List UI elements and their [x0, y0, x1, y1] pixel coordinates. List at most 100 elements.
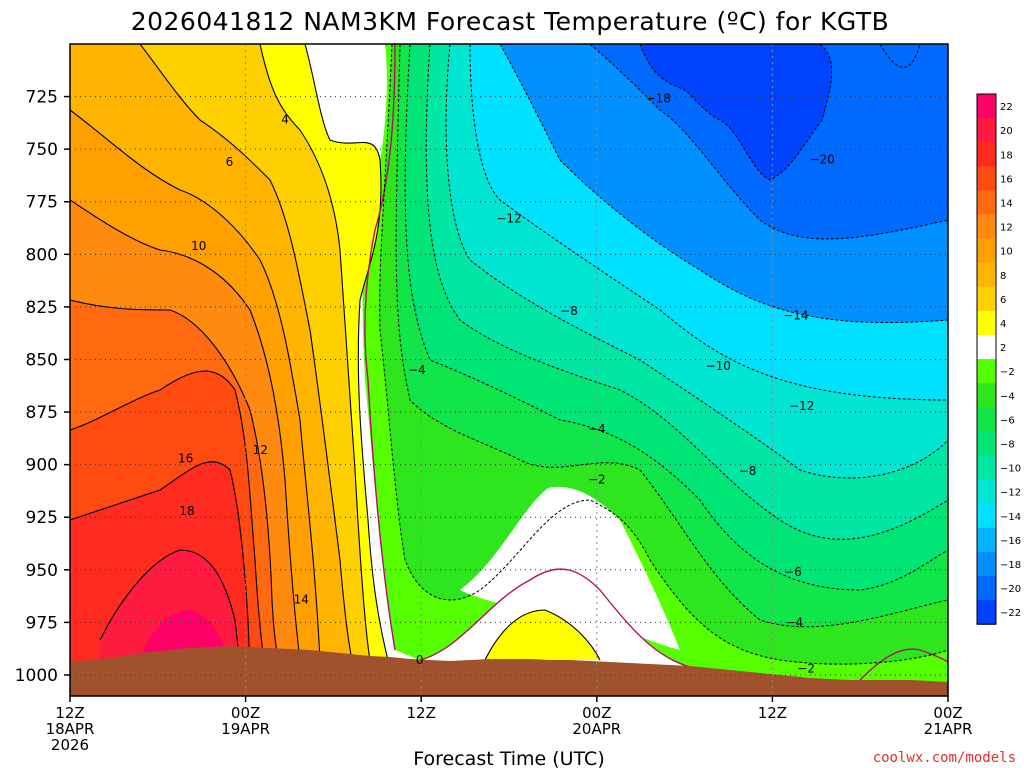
- colorbar-swatch: [977, 310, 996, 336]
- colorbar-swatch: [977, 238, 996, 264]
- colorbar-swatch: [977, 455, 996, 481]
- y-tick-label: 850: [26, 350, 58, 370]
- contour-label: 0: [416, 653, 424, 667]
- x-tick-label: 12Z: [758, 704, 787, 722]
- contour-label: −2: [797, 662, 815, 676]
- x-tick-label: 18APR: [46, 720, 95, 738]
- y-tick-label: 900: [26, 456, 58, 476]
- colorbar-swatch: [977, 527, 996, 553]
- y-tick-label: 725: [26, 88, 58, 108]
- contour-label: −12: [789, 399, 814, 413]
- contour-label: −14: [783, 308, 808, 322]
- colorbar-label: −14: [1000, 512, 1021, 523]
- colorbar: 22 20 18 16 14 12 10 8 6 4 2 −2 −4 −6 −8 −10 −12 −14 −16 −1…: [976, 93, 1021, 625]
- contour-label: 14: [294, 592, 309, 606]
- colorbar-label: 8: [1000, 271, 1006, 282]
- colorbar-label: 14: [1000, 198, 1013, 209]
- chart-title: 2026041812 NAM3KM Forecast Temperature (…: [131, 7, 890, 36]
- y-tick-label: 1000: [15, 666, 58, 686]
- colorbar-swatch: [977, 262, 996, 288]
- colorbar-swatch: [977, 407, 996, 432]
- colorbar-swatch: [977, 576, 996, 601]
- plot-frame: [69, 43, 949, 697]
- y-tick-label: 925: [26, 508, 58, 528]
- colorbar-swatch: [977, 600, 996, 625]
- contour-label: −10: [706, 359, 731, 373]
- colorbar-label: −18: [1000, 560, 1021, 571]
- x-tick-label: 20APR: [572, 720, 621, 738]
- contour-label: −8: [560, 304, 578, 318]
- colorbar-swatch: [977, 383, 996, 408]
- contour-label: −6: [784, 565, 802, 579]
- colorbar-label: −2: [1000, 367, 1015, 378]
- contour-labels: 4 6 10 12 14 16 18 0 −4 −4 −2 −8 −12 −18 −10 −8 −6 −4 −2 −1…: [178, 92, 835, 676]
- colorbar-swatch: [977, 190, 996, 215]
- x-tick-label: 12Z: [407, 704, 436, 722]
- contour-label: −12: [496, 212, 521, 226]
- colorbar-swatch: [977, 335, 996, 360]
- colorbar-label: 2: [1000, 343, 1006, 354]
- colorbar-label: 10: [1000, 247, 1013, 258]
- colorbar-label: 22: [1000, 102, 1013, 113]
- colorbar-swatch: [977, 479, 996, 505]
- contour-label: 10: [191, 239, 206, 253]
- colorbar-label: −20: [1000, 584, 1021, 595]
- colorbar-label: −6: [1000, 415, 1015, 426]
- contour-label: 4: [281, 113, 289, 127]
- colorbar-label: −22: [1000, 608, 1021, 619]
- contour-label: −18: [646, 92, 671, 106]
- colorbar-label: 16: [1000, 174, 1013, 185]
- y-tick-label: 775: [26, 193, 58, 213]
- contour-label: 12: [253, 443, 268, 457]
- contour-label: −20: [809, 153, 834, 167]
- colorbar-label: −8: [1000, 439, 1015, 450]
- x-tick-label: 00Z: [933, 704, 962, 722]
- colorbar-label: 4: [1000, 319, 1006, 330]
- credit-text: coolwx.com/models: [873, 750, 1016, 766]
- y-tick-label: 750: [26, 140, 58, 160]
- colorbar-label: −4: [1000, 391, 1015, 402]
- colorbar-swatch: [977, 503, 996, 529]
- contour-label: −4: [408, 363, 426, 377]
- contour-label: 6: [226, 155, 234, 169]
- y-tick-label: 875: [26, 403, 58, 423]
- colorbar-swatch: [977, 166, 996, 191]
- plot-area: [70, 44, 948, 696]
- colorbar-swatch: [977, 431, 996, 456]
- colorbar-label: 6: [1000, 295, 1006, 306]
- terrain-ground: [70, 646, 948, 696]
- colorbar-label: −16: [1000, 536, 1021, 547]
- contour-label: −4: [588, 422, 606, 436]
- colorbar-swatch: [977, 214, 996, 240]
- contour-label: −4: [785, 615, 803, 629]
- colorbar-label: 20: [1000, 126, 1013, 137]
- colorbar-label: −12: [1000, 488, 1021, 499]
- x-tick-label: 21APR: [924, 720, 973, 738]
- y-axis: 725 750 775 800 825 850 875 900 925 950 975 1000: [15, 88, 70, 686]
- colorbar-label: 18: [1000, 150, 1013, 161]
- colorbar-swatch: [977, 359, 996, 384]
- x-tick-label: 00Z: [582, 704, 611, 722]
- contour-label: 16: [178, 451, 193, 465]
- colorbar-swatch: [977, 286, 996, 312]
- colorbar-label: −10: [1000, 464, 1021, 475]
- contour-label: −8: [739, 464, 757, 478]
- y-tick-label: 950: [26, 561, 58, 581]
- colorbar-frame: [976, 93, 997, 625]
- contour-label: 18: [179, 504, 194, 518]
- x-tick-label: 2026: [51, 736, 89, 754]
- colorbar-swatch: [977, 94, 996, 119]
- x-axis-label: Forecast Time (UTC): [413, 748, 604, 768]
- colorbar-swatch: [977, 551, 996, 577]
- colorbar-swatch: [977, 118, 996, 143]
- y-tick-label: 825: [26, 298, 58, 318]
- x-tick-label: 12Z: [55, 704, 84, 722]
- colorbar-swatch: [977, 142, 996, 167]
- y-tick-label: 800: [26, 245, 58, 265]
- grid-lines: [70, 44, 948, 696]
- x-tick-label: 00Z: [231, 704, 260, 722]
- y-tick-label: 975: [26, 613, 58, 633]
- contour-label: −2: [588, 472, 606, 486]
